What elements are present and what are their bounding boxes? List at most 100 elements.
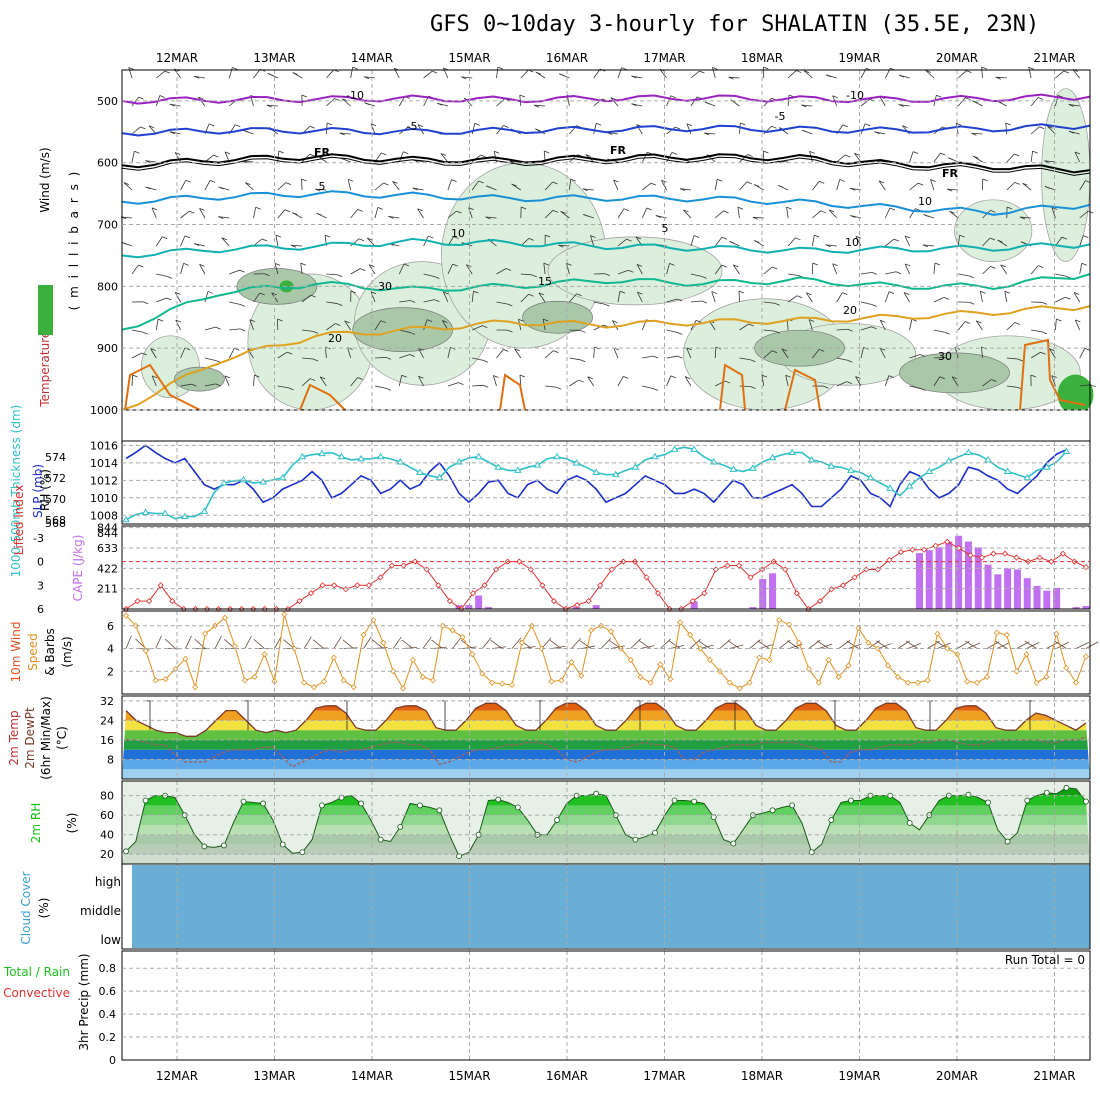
wind-barb (398, 151, 404, 163)
wind-barb-flag (796, 70, 802, 73)
wind-barb (447, 382, 459, 387)
wind-barb-flag (728, 76, 734, 80)
wind-barb-flag (943, 297, 950, 300)
wind-barb-flag (748, 323, 754, 327)
wind10-point (637, 673, 644, 681)
rh-point (436, 807, 443, 814)
wind-barb-flag (955, 122, 962, 126)
thickness-point (670, 445, 679, 452)
isotherm-line-double (121, 156, 1091, 176)
wind-barb-flag (1004, 290, 1010, 294)
wind-barb (787, 70, 797, 79)
thickness-point (749, 464, 757, 471)
wind10-barb (549, 640, 562, 649)
isotherm-label: 10 (845, 236, 859, 249)
wind-barb-flag (215, 326, 221, 330)
rh-tick-label: 20 (100, 848, 114, 861)
thickness-point (435, 473, 444, 481)
wind-barb-flag (239, 304, 246, 307)
wind-barb (302, 329, 314, 332)
thickness-point (886, 484, 894, 491)
wind10-point (746, 679, 753, 686)
cape-bar (1013, 569, 1021, 609)
wind10-barb (638, 640, 651, 649)
wind-barb-flag (652, 355, 659, 359)
wind-barb-flag (777, 184, 784, 188)
wind-barb (885, 271, 897, 275)
wind-barb-flag (733, 264, 739, 268)
wind-barb-flag (232, 67, 238, 70)
wind-barb (496, 98, 505, 107)
wind-barb-flag (944, 331, 950, 335)
wind-barb-flag (1083, 235, 1089, 238)
wind10-barb (155, 635, 162, 649)
wind-barb-flag (585, 154, 591, 157)
wind-barb-flag (1039, 126, 1045, 130)
wind-barb (981, 67, 983, 79)
wind-barb-flag (278, 150, 284, 154)
wind-barb-flag (358, 238, 365, 242)
wind-barb-flag (754, 240, 760, 243)
li-point (597, 582, 604, 589)
wind-barb (180, 210, 190, 219)
wind-barb (982, 379, 992, 387)
wind-barb (496, 301, 508, 305)
wind10-point (162, 676, 169, 683)
wind-barb (982, 210, 991, 219)
wind-barb (690, 70, 700, 79)
wind-barb-flag (1051, 375, 1057, 378)
wind-barb (909, 182, 919, 191)
wind-barb-flag (357, 209, 363, 212)
date-label-bottom: 15MAR (448, 1069, 490, 1083)
rh-point (593, 790, 600, 797)
wind-barb-flag (285, 182, 292, 185)
wind10-point (221, 614, 229, 621)
wind-barb-flag (403, 151, 409, 155)
wind-barb-flag (971, 132, 977, 136)
date-label-top: 19MAR (838, 51, 880, 65)
wind-barb-flag (631, 75, 637, 79)
wind-barb-flag (535, 71, 541, 75)
wind-barb-flag (850, 215, 856, 218)
wind-barb-flag (578, 379, 584, 383)
rh-ylabel: 2m RH (%) (29, 803, 79, 844)
wind-barb-flag (334, 98, 340, 101)
wind-barb (947, 188, 959, 191)
isotherm-line (121, 190, 1091, 216)
wind-barb-flag (1049, 348, 1055, 352)
li-point (654, 590, 662, 597)
wind-barb (447, 347, 451, 359)
wind10-point (310, 684, 318, 691)
wind-barb-flag (169, 131, 175, 135)
thickness-point (1023, 473, 1032, 481)
wind-barb (636, 264, 643, 275)
wind-barb-flag (310, 378, 316, 381)
thickness-point (592, 468, 601, 476)
wind-barb (544, 350, 554, 359)
wind-barb (496, 125, 504, 135)
wind-barb-flag (266, 104, 272, 108)
wind-barb (180, 263, 184, 275)
cape-bar (1023, 578, 1031, 609)
wind-barb-flag (164, 70, 170, 74)
li-point (990, 550, 997, 557)
wind-barb (342, 98, 351, 107)
wind-barb-flag (1014, 182, 1020, 185)
wind10-point (607, 628, 615, 635)
wind-barb-flag (315, 188, 321, 192)
wind-barb-flag (174, 152, 181, 155)
wind-barb-flag (309, 153, 315, 157)
wind-tick-label: 2 (107, 665, 114, 678)
thickness-point (141, 508, 150, 515)
wind-barb (277, 182, 287, 191)
wind-barb-flag (290, 244, 297, 248)
wind10-point (400, 685, 407, 692)
wind10-point (330, 654, 337, 661)
wind-barb-flag (655, 215, 662, 218)
wind-barb (666, 298, 678, 303)
wind-barb (714, 346, 717, 359)
cape-bar (955, 535, 963, 609)
wind-barb (1051, 375, 1056, 387)
wind-barb (569, 293, 577, 303)
wind-barb (879, 320, 886, 331)
